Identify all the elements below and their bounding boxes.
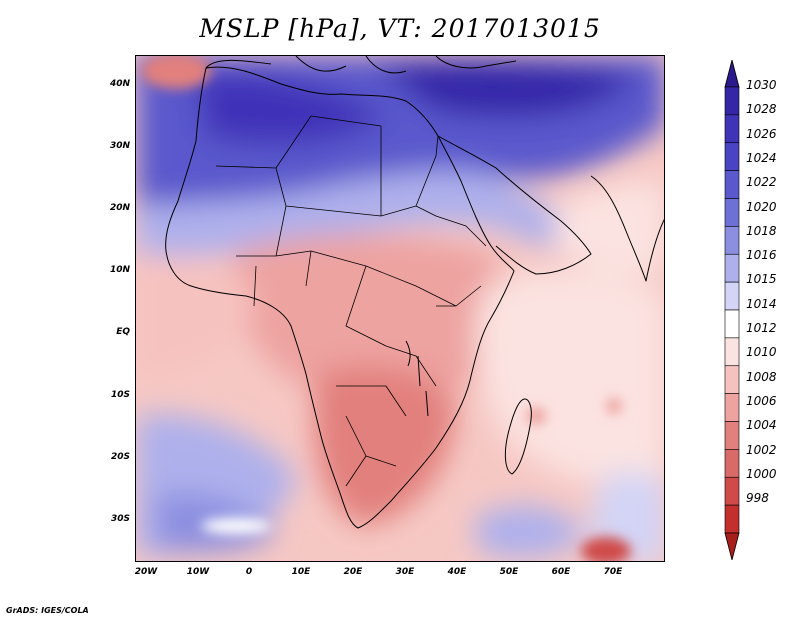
south-indian-high: [476, 505, 586, 558]
colorbar-extend-top: [724, 60, 740, 88]
credit-text: GrADS: IGES/COLA: [6, 606, 89, 615]
colorbar-label: 1028: [746, 102, 777, 117]
colorbar-swatch: [724, 337, 740, 367]
southern-africa-low: [313, 366, 456, 526]
lon-label: 10W: [186, 567, 210, 577]
colorbar-label: 1022: [746, 175, 777, 190]
nw-low: [141, 56, 211, 89]
lon-label: 60E: [551, 567, 571, 577]
lon-label: 50E: [499, 567, 519, 577]
lon-label: 10E: [291, 567, 311, 577]
india-coastline: [590, 175, 664, 282]
lon-label: 70E: [603, 567, 623, 577]
lon-label: 30E: [395, 567, 415, 577]
madagascar-low: [526, 407, 546, 425]
lon-label: 20E: [343, 567, 363, 577]
lat-label: 20S: [110, 452, 130, 462]
lat-label: 40N: [109, 79, 130, 89]
lat-label: 30S: [110, 514, 130, 524]
colorbar-label: 1016: [746, 248, 777, 263]
colorbar-label: 1010: [746, 345, 777, 360]
colorbar-label: 1002: [746, 442, 777, 457]
north-high-edge: [136, 170, 664, 261]
lon-label: 40E: [447, 567, 467, 577]
colorbar-swatch: [724, 421, 740, 450]
arabia-coastline: [437, 135, 592, 275]
colorbar-swatch: [724, 504, 740, 534]
colorbar-swatch: [724, 198, 740, 227]
lon-label: 20W: [134, 567, 158, 577]
colorbar-label: 1026: [746, 126, 777, 141]
colorbar-swatch: [724, 170, 740, 199]
colorbar-label: 1024: [746, 150, 777, 165]
pressure-field-map: [136, 56, 664, 561]
mascarene-low: [606, 398, 622, 414]
colorbar-label: 1015: [746, 272, 777, 287]
colorbar-swatch: [724, 365, 740, 394]
map-title: MSLP [hPa], VT: 2017013015: [199, 14, 601, 43]
colorbar-swatch: [724, 393, 740, 422]
colorbar-label: 1030: [746, 78, 777, 92]
colorbar-swatch: [724, 449, 740, 478]
colorbar-label: 1006: [746, 393, 777, 408]
great-lakes: [405, 340, 429, 417]
madagascar-coastline: [504, 398, 532, 475]
colorbar-label: 1020: [746, 199, 777, 214]
europe-coastline: [205, 56, 517, 74]
indian-ocean-ridge: [475, 270, 664, 484]
africa-coastline: [165, 66, 515, 529]
colorbar-label: 1018: [746, 223, 777, 238]
lat-label: 30N: [109, 141, 130, 151]
colorbar-swatch: [724, 253, 740, 283]
colorbar-label: 1012: [746, 321, 777, 335]
map-panel: [135, 55, 665, 562]
med-high: [376, 60, 636, 118]
colorbar-swatch: [724, 476, 740, 506]
country-borders: [215, 115, 487, 487]
lon-label: 0: [245, 567, 253, 577]
lat-label: EQ: [116, 327, 130, 337]
atlantic-ridge-white: [201, 518, 271, 534]
colorbar-label: 998: [746, 491, 769, 506]
colorbar-label: 1000: [746, 466, 777, 481]
colorbar-swatch: [724, 281, 740, 311]
west-atlantic-trough: [136, 255, 256, 376]
colorbar-swatch: [724, 142, 740, 171]
arabian-sea: [556, 182, 664, 276]
colorbar-swatch: [724, 114, 740, 144]
sahara-high: [196, 73, 386, 145]
lat-label: 10S: [110, 390, 130, 400]
colorbar-swatch: [724, 309, 740, 339]
colorbar-label: 1014: [746, 296, 777, 311]
lat-label: 10N: [109, 265, 130, 275]
lat-label: 20N: [109, 203, 130, 213]
colorbar: [724, 60, 740, 560]
colorbar-swatch: [724, 86, 740, 116]
se-low: [581, 537, 631, 561]
colorbar-swatch: [724, 226, 740, 255]
colorbar-label: 1008: [746, 369, 777, 384]
colorbar-label: 1004: [746, 418, 777, 433]
colorbar-extend-bottom: [724, 532, 740, 560]
